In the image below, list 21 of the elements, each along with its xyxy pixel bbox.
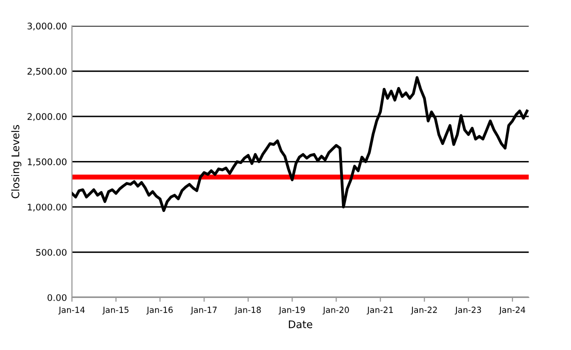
x-tick-label: Jan-16 — [146, 306, 173, 315]
y-tick-label: 500.00 — [36, 248, 66, 256]
x-tick-label: Jan-14 — [58, 306, 85, 315]
x-axis-title: Date — [288, 320, 312, 328]
x-tick-label: Jan-22 — [410, 306, 437, 315]
y-tick-label: 2,000.00 — [28, 113, 66, 121]
x-tick-label: Jan-21 — [366, 306, 393, 315]
x-tick-label: Jan-18 — [234, 306, 261, 315]
x-tick-label: Jan-24 — [498, 306, 526, 315]
x-tick-label: Jan-20 — [322, 306, 349, 315]
x-tick-label: Jan-17 — [190, 306, 217, 315]
line-series — [72, 76, 528, 212]
y-tick-label: 1,500.00 — [28, 158, 66, 166]
x-tick-label: Jan-19 — [278, 306, 305, 315]
x-tick-label: Jan-23 — [454, 306, 481, 315]
y-tick-label: 0.00 — [48, 294, 66, 302]
y-axis-title: Closing Levels — [11, 125, 22, 198]
y-tick-label: 2,500.00 — [28, 68, 66, 76]
y-tick-label: 1,000.00 — [28, 204, 66, 212]
y-tick-label: 3,000.00 — [28, 22, 66, 30]
x-tick-label: Jan-15 — [102, 306, 128, 315]
